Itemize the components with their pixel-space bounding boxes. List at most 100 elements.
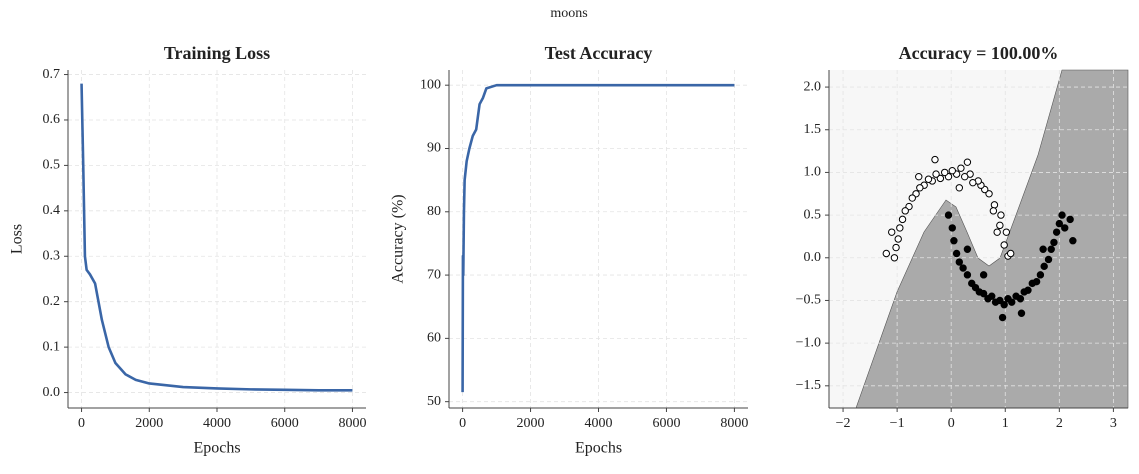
y-tick-label: −1.0 xyxy=(796,335,821,350)
y-axis-label: Loss xyxy=(9,224,26,254)
scatter-point xyxy=(1008,298,1016,306)
y-tick-label: −1.5 xyxy=(796,378,821,393)
x-tick-label: 0 xyxy=(78,416,85,431)
y-tick-label: 0.4 xyxy=(43,203,61,218)
scatter-point xyxy=(894,235,902,243)
scatter-point xyxy=(896,224,904,232)
scatter-point xyxy=(963,158,972,166)
scatter-point xyxy=(1032,277,1041,286)
x-tick-label: 4000 xyxy=(585,416,613,431)
region-class-1 xyxy=(855,69,1129,409)
scatter-point xyxy=(944,211,953,219)
y-tick-label: 100 xyxy=(420,77,441,92)
scatter-point xyxy=(888,228,896,236)
x-axis-label: Epochs xyxy=(575,440,622,457)
scatter-point xyxy=(988,292,996,300)
scatter-point xyxy=(1006,249,1015,258)
scatter-point xyxy=(955,184,964,192)
x-tick-label: 6000 xyxy=(652,416,680,431)
x-tick-label: 8000 xyxy=(720,416,748,431)
scatter-point xyxy=(955,258,964,266)
subplot-title: Test Accuracy xyxy=(545,43,653,63)
scatter-point xyxy=(924,175,933,183)
scatter-point xyxy=(1052,228,1061,236)
x-tick-label: 1 xyxy=(1002,416,1009,431)
scatter-point xyxy=(1024,286,1032,294)
x-tick-label: 0 xyxy=(948,416,955,431)
scatter-point xyxy=(916,184,924,192)
scatter-point xyxy=(1047,245,1055,253)
x-tick-label: −2 xyxy=(836,416,851,431)
scatter-point xyxy=(969,178,977,187)
scatter-point xyxy=(1055,219,1064,228)
scatter-point xyxy=(882,249,891,258)
y-tick-label: 0.0 xyxy=(804,250,822,265)
scatter-point xyxy=(1039,245,1047,253)
x-tick-label: −1 xyxy=(890,416,905,431)
y-tick-label: 0.3 xyxy=(43,248,61,263)
y-tick-label: 0.5 xyxy=(43,158,61,173)
y-tick-label: 0.5 xyxy=(804,207,822,222)
scatter-point xyxy=(1016,295,1025,303)
scatter-point xyxy=(948,224,956,232)
scatter-point xyxy=(952,249,961,258)
y-tick-label: 1.5 xyxy=(804,122,822,137)
scatter-point xyxy=(993,228,1001,236)
scatter-point xyxy=(1000,241,1008,249)
y-tick-label: 0.7 xyxy=(43,67,61,82)
scatter-point xyxy=(898,215,907,224)
scatter-point xyxy=(892,243,900,252)
scatter-point xyxy=(890,254,899,262)
scatter-point xyxy=(997,211,1005,219)
scatter-point xyxy=(979,289,988,298)
y-tick-label: 70 xyxy=(427,267,441,282)
scatter-point xyxy=(1069,237,1077,245)
region-class-0 xyxy=(829,70,1062,408)
x-tick-label: 8000 xyxy=(338,416,366,431)
loss-line xyxy=(461,83,735,393)
scatter-point xyxy=(950,237,958,245)
x-tick-label: 2 xyxy=(1056,416,1063,431)
scatter-point xyxy=(961,172,969,181)
subplot-title: Training Loss xyxy=(164,43,270,63)
scatter-point xyxy=(941,168,949,177)
scatter-point xyxy=(1066,215,1074,224)
scatter-point xyxy=(996,221,1004,230)
scatter-point xyxy=(1058,211,1066,219)
x-tick-label: 2000 xyxy=(517,416,545,431)
figure-title: moons xyxy=(550,6,587,21)
scatter-point xyxy=(1002,228,1011,236)
y-axis-label: Accuracy (%) xyxy=(390,194,407,283)
scatter-point xyxy=(915,172,923,181)
y-tick-label: 0.0 xyxy=(43,385,61,400)
y-tick-label: 2.0 xyxy=(804,79,822,94)
y-tick-label: −0.5 xyxy=(796,293,821,308)
y-tick-label: 60 xyxy=(427,331,441,346)
y-tick-label: 80 xyxy=(427,204,441,219)
y-tick-label: 0.2 xyxy=(43,294,61,309)
scatter-point xyxy=(990,201,999,209)
scatter-point xyxy=(932,170,940,178)
scatter-point xyxy=(963,271,972,279)
y-tick-label: 90 xyxy=(427,141,441,156)
scatter-point xyxy=(1017,309,1026,317)
scatter-point xyxy=(963,245,972,253)
loss-line xyxy=(80,83,353,392)
y-tick-label: 0.6 xyxy=(43,112,61,127)
scatter-point xyxy=(1050,238,1058,247)
y-tick-label: 0.1 xyxy=(43,339,61,354)
scatter-point xyxy=(989,207,998,215)
x-tick-label: 4000 xyxy=(203,416,231,431)
x-axis-label: Epochs xyxy=(193,440,240,457)
scatter-point xyxy=(1061,224,1069,232)
x-tick-label: 0 xyxy=(459,416,466,431)
y-tick-label: 50 xyxy=(427,394,441,409)
scatter-point xyxy=(959,264,967,272)
x-tick-label: 2000 xyxy=(135,416,163,431)
x-tick-label: 3 xyxy=(1110,416,1117,431)
scatter-point xyxy=(931,155,939,164)
scatter-point xyxy=(1040,262,1048,271)
scatter-point xyxy=(901,207,909,215)
scatter-point xyxy=(996,296,1004,305)
